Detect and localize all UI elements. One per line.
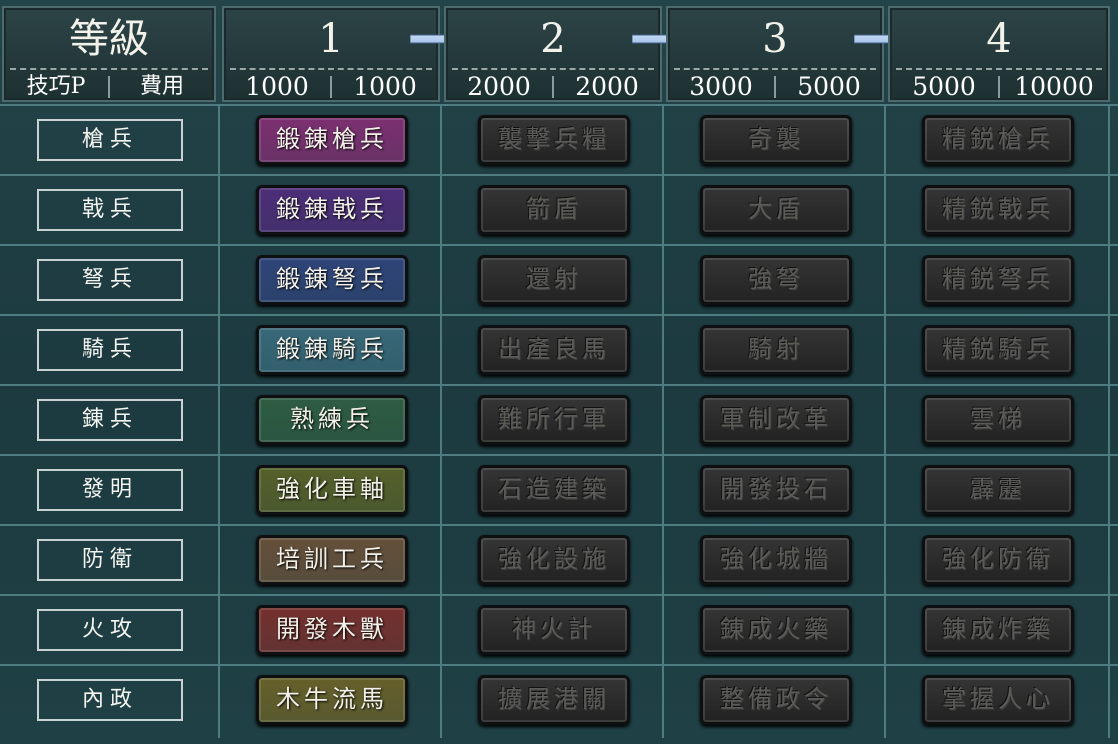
level-number: 4 (986, 16, 1012, 62)
category-label: 騎兵 (37, 329, 183, 371)
tech-button-locked[interactable]: 精鋭弩兵 (922, 255, 1074, 305)
tech-row: 戟兵 鍛錬戟兵 箭盾 大盾 精鋭戟兵 (0, 174, 1118, 244)
tech-button-locked[interactable]: 神火計 (478, 605, 630, 655)
divider (998, 76, 1000, 98)
category-label: 弩兵 (37, 259, 183, 301)
tech-button-locked[interactable]: 強化設施 (478, 535, 630, 585)
tech-row: 防衛 培訓工兵 強化設施 強化城牆 強化防衛 (0, 524, 1118, 594)
tech-row: 內政 木牛流馬 擴展港關 整備政令 掌握人心 (0, 664, 1118, 734)
tech-row: 騎兵 鍛錬騎兵 出產良馬 騎射 精鋭騎兵 (0, 314, 1118, 384)
header-divider (10, 68, 208, 70)
header-divider (674, 68, 876, 70)
tech-button-locked[interactable]: 整備政令 (700, 675, 852, 725)
divider (552, 76, 554, 98)
tech-row: 火攻 開發木獸 神火計 錬成火藥 錬成炸藥 (0, 594, 1118, 664)
tech-button-locked[interactable]: 難所行軍 (478, 395, 630, 445)
grid-divider (884, 104, 886, 738)
level-number: 3 (762, 16, 788, 62)
cost-value: 5000 (797, 72, 861, 101)
tech-button-unlocked[interactable]: 鍛錬槍兵 (256, 115, 408, 165)
tech-row: 錬兵 熟練兵 難所行軍 軍制改革 雲梯 (0, 384, 1118, 454)
tech-button-locked[interactable]: 錬成火藥 (700, 605, 852, 655)
grid-divider (1108, 104, 1110, 738)
tech-button-unlocked[interactable]: 培訓工兵 (256, 535, 408, 585)
tech-button-locked[interactable]: 雲梯 (922, 395, 1074, 445)
tech-button-locked[interactable]: 開發投石 (700, 465, 852, 515)
tech-button-locked[interactable]: 騎射 (700, 325, 852, 375)
tech-button-locked[interactable]: 霹靂 (922, 465, 1074, 515)
tech-button-unlocked[interactable]: 鍛錬騎兵 (256, 325, 408, 375)
tech-button-locked[interactable]: 精鋭騎兵 (922, 325, 1074, 375)
tech-button-locked[interactable]: 強弩 (700, 255, 852, 305)
tech-button-locked[interactable]: 還射 (478, 255, 630, 305)
level-4-header: 4 5000 10000 (888, 6, 1110, 102)
level-number: 1 (318, 16, 344, 62)
cost-value: 1000 (353, 72, 417, 101)
tech-button-locked[interactable]: 出產良馬 (478, 325, 630, 375)
level-3-header: 3 3000 5000 (666, 6, 884, 102)
divider (330, 76, 332, 98)
tech-button-locked[interactable]: 精鋭槍兵 (922, 115, 1074, 165)
category-label: 內政 (37, 679, 183, 721)
tech-points-value: 3000 (689, 72, 753, 101)
tech-row: 弩兵 鍛錬弩兵 還射 強弩 精鋭弩兵 (0, 244, 1118, 314)
grid-divider (662, 104, 664, 738)
category-label: 槍兵 (37, 119, 183, 161)
tech-button-locked[interactable]: 擴展港關 (478, 675, 630, 725)
tech-points-label: 技巧P (26, 74, 86, 99)
grid-divider (440, 104, 442, 738)
category-label: 錬兵 (37, 399, 183, 441)
tech-points-value: 1000 (245, 72, 309, 101)
divider (774, 76, 776, 98)
tech-button-locked[interactable]: 大盾 (700, 185, 852, 235)
tech-button-locked[interactable]: 強化防衛 (922, 535, 1074, 585)
category-label: 防衛 (37, 539, 183, 581)
grid-divider (218, 104, 220, 738)
tech-button-locked[interactable]: 精鋭戟兵 (922, 185, 1074, 235)
level-2-header: 2 2000 2000 (444, 6, 662, 102)
level-1-header: 1 1000 1000 (222, 6, 440, 102)
tech-button-locked[interactable]: 錬成炸藥 (922, 605, 1074, 655)
level-header-cell: 等級 技巧P 費用 (2, 6, 216, 102)
tech-button-locked[interactable]: 箭盾 (478, 185, 630, 235)
header-divider (230, 68, 432, 70)
tech-button-locked[interactable]: 石造建築 (478, 465, 630, 515)
tech-button-locked[interactable]: 強化城牆 (700, 535, 852, 585)
tech-row: 發明 強化車軸 石造建築 開發投石 霹靂 (0, 454, 1118, 524)
tech-button-locked[interactable]: 奇襲 (700, 115, 852, 165)
cost-value: 10000 (1014, 72, 1094, 101)
tech-points-value: 5000 (912, 72, 976, 101)
tech-points-value: 2000 (467, 72, 531, 101)
tech-button-unlocked[interactable]: 鍛錬弩兵 (256, 255, 408, 305)
cost-value: 2000 (575, 72, 639, 101)
tech-button-unlocked[interactable]: 鍛錬戟兵 (256, 185, 408, 235)
category-label: 火攻 (37, 609, 183, 651)
tech-row: 槍兵 鍛錬槍兵 襲擊兵糧 奇襲 精鋭槍兵 (0, 104, 1118, 174)
tech-button-locked[interactable]: 掌握人心 (922, 675, 1074, 725)
tech-button-locked[interactable]: 軍制改革 (700, 395, 852, 445)
level-number: 2 (540, 16, 566, 62)
tech-button-locked[interactable]: 襲擊兵糧 (478, 115, 630, 165)
tech-button-unlocked[interactable]: 強化車軸 (256, 465, 408, 515)
cost-label: 費用 (139, 74, 184, 99)
category-label: 戟兵 (37, 189, 183, 231)
level-title: 等級 (69, 16, 149, 62)
tech-button-unlocked[interactable]: 開發木獸 (256, 605, 408, 655)
header-divider (896, 68, 1102, 70)
divider (108, 76, 110, 98)
category-label: 發明 (37, 469, 183, 511)
header-divider (452, 68, 654, 70)
tech-button-unlocked[interactable]: 木牛流馬 (256, 675, 408, 725)
tech-button-unlocked[interactable]: 熟練兵 (256, 395, 408, 445)
